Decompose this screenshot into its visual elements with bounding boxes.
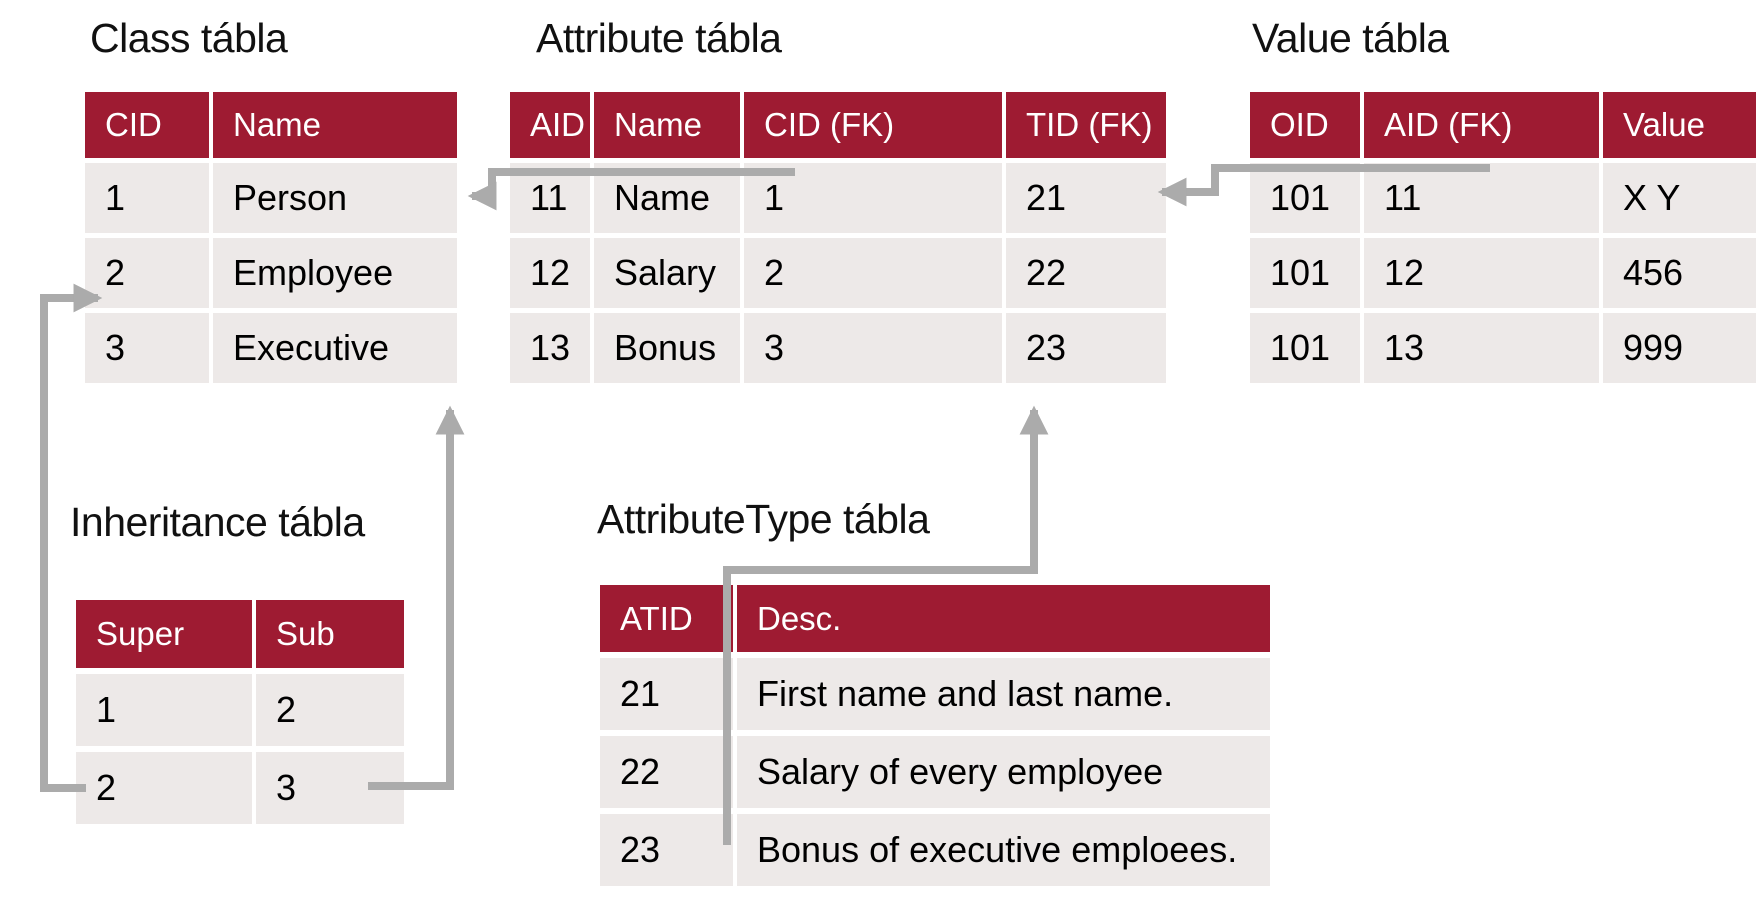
column-header: Desc. (737, 585, 1270, 652)
column-header: CID (85, 92, 209, 158)
cell: Executive (213, 313, 457, 383)
cell: X Y (1603, 163, 1756, 233)
cell: 101 (1250, 313, 1360, 383)
value-table: OID AID (FK) Value 101 11 X Y 101 12 456… (1250, 92, 1756, 383)
table-title-value: Value tábla (1252, 15, 1449, 61)
attributetype-table: ATID Desc. 21 First name and last name. … (600, 585, 1270, 886)
inheritance-table: Super Sub 1 2 2 3 (76, 600, 404, 824)
column-header: TID (FK) (1006, 92, 1166, 158)
cell: 101 (1250, 163, 1360, 233)
cell: Salary (594, 238, 740, 308)
cell: 3 (85, 313, 209, 383)
table-title-inheritance: Inheritance tábla (70, 499, 365, 545)
cell: 1 (76, 674, 252, 746)
column-header: CID (FK) (744, 92, 1002, 158)
cell: 11 (1364, 163, 1599, 233)
column-header: Name (213, 92, 457, 158)
cell: 2 (744, 238, 1002, 308)
cell: 23 (600, 814, 733, 886)
class-table: CID Name 1 Person 2 Employee 3 Executive (85, 92, 457, 383)
cell: Salary of every employee (737, 736, 1270, 808)
cell: 11 (510, 163, 590, 233)
cell: 1 (744, 163, 1002, 233)
table-title-class: Class tábla (90, 15, 288, 61)
cell: 999 (1603, 313, 1756, 383)
cell: 12 (1364, 238, 1599, 308)
cell: Person (213, 163, 457, 233)
cell: Employee (213, 238, 457, 308)
cell: Bonus of executive emploees. (737, 814, 1270, 886)
table-title-attributetype: AttributeType tábla (597, 496, 930, 542)
cell: 12 (510, 238, 590, 308)
column-header: Name (594, 92, 740, 158)
cell: 1 (85, 163, 209, 233)
cell: Bonus (594, 313, 740, 383)
cell: 13 (510, 313, 590, 383)
column-header: ATID (600, 585, 733, 652)
column-header: Sub (256, 600, 404, 668)
cell: 3 (256, 752, 404, 824)
cell: 21 (1006, 163, 1166, 233)
cell: 2 (256, 674, 404, 746)
cell: 101 (1250, 238, 1360, 308)
cell: Name (594, 163, 740, 233)
cell: 2 (76, 752, 252, 824)
attribute-table: AID Name CID (FK) TID (FK) 11 Name 1 21 … (510, 92, 1166, 383)
cell: 2 (85, 238, 209, 308)
cell: First name and last name. (737, 658, 1270, 730)
column-header: Value (1603, 92, 1756, 158)
column-header: OID (1250, 92, 1360, 158)
cell: 23 (1006, 313, 1166, 383)
column-header: Super (76, 600, 252, 668)
cell: 456 (1603, 238, 1756, 308)
cell: 3 (744, 313, 1002, 383)
cell: 22 (600, 736, 733, 808)
cell: 21 (600, 658, 733, 730)
column-header: AID (FK) (1364, 92, 1599, 158)
cell: 22 (1006, 238, 1166, 308)
cell: 13 (1364, 313, 1599, 383)
column-header: AID (510, 92, 590, 158)
table-title-attribute: Attribute tábla (536, 15, 782, 61)
